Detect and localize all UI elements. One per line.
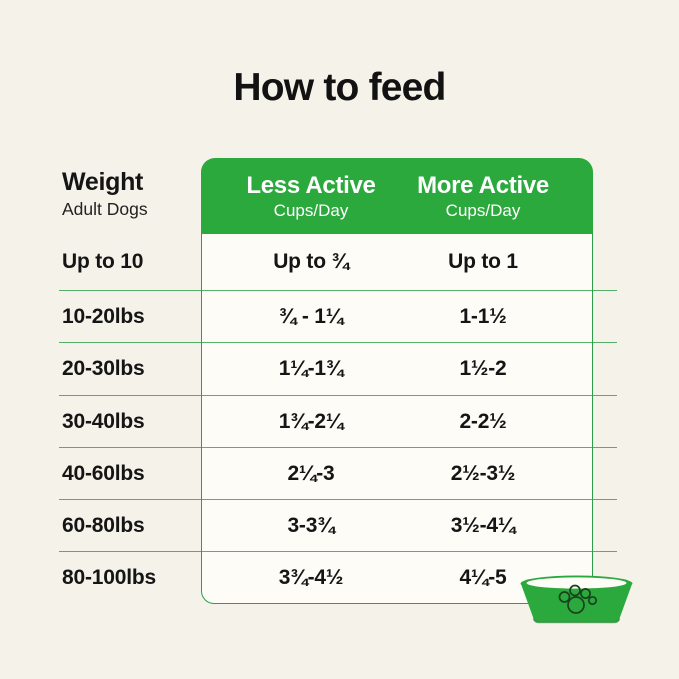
less-active-cell: ¾ - 1¼ — [278, 304, 344, 328]
table-row: 10-20lbs ¾ - 1¼ 1-1½ — [59, 291, 617, 343]
more-active-sublabel: Cups/Day — [445, 200, 521, 220]
weight-cell: 10-20lbs — [62, 304, 145, 328]
weight-cell: 60-80lbs — [62, 513, 145, 537]
more-active-label: More Active — [417, 171, 549, 199]
more-active-cell: 3½-4¼ — [450, 513, 516, 537]
column-header-more-active: More Active Cups/Day — [385, 171, 581, 220]
table-body-panel — [201, 233, 593, 604]
less-active-cell: 3¾-4½ — [278, 566, 344, 589]
less-active-cell: 1¾-2¼ — [278, 409, 344, 433]
more-active-cell: 2½-3½ — [450, 461, 516, 485]
dog-bowl-icon — [520, 575, 633, 624]
table-row: 80-100lbs 3¾-4½ 4¼-5 — [59, 552, 617, 604]
paw-print-icon — [558, 584, 598, 614]
table-row: 20-30lbs 1¼-1¾ 1½-2 — [59, 343, 617, 396]
more-active-cell: Up to 1 — [448, 250, 518, 273]
more-active-cell: 1-1½ — [459, 304, 507, 328]
table-row: 40-60lbs 2¼-3 2½-3½ — [59, 448, 617, 500]
table-row: 30-40lbs 1¾-2¼ 2-2½ — [59, 396, 617, 448]
weight-label: Weight — [62, 168, 144, 196]
weight-cell: 80-100lbs — [62, 566, 156, 589]
less-active-sublabel: Cups/Day — [273, 200, 349, 220]
weight-column-header: Weight Adult Dogs — [62, 169, 148, 219]
page-title: How to feed — [233, 66, 446, 109]
weight-cell: Up to 10 — [62, 250, 144, 273]
table-row: 60-80lbs 3-3¾ 3½-4¼ — [59, 500, 617, 552]
more-active-cell: 1½-2 — [459, 357, 507, 380]
weight-cell: 30-40lbs — [62, 409, 145, 433]
weight-cell: 40-60lbs — [62, 461, 145, 485]
less-active-cell: 2¼-3 — [287, 461, 335, 485]
weight-cell: 20-30lbs — [62, 357, 145, 380]
weight-sublabel: Adult Dogs — [62, 199, 148, 219]
table-header-band: Less Active Cups/Day More Active Cups/Da… — [201, 158, 593, 234]
less-active-cell: Up to ¾ — [273, 250, 349, 273]
table-row: Up to 10 Up to ¾ Up to 1 — [59, 234, 617, 291]
column-header-less-active: Less Active Cups/Day — [213, 171, 409, 220]
less-active-label: Less Active — [246, 171, 376, 199]
table-rows: Up to 10 Up to ¾ Up to 1 10-20lbs ¾ - 1¼ 1-1½… — [59, 234, 617, 604]
more-active-cell: 2-2½ — [459, 409, 507, 433]
less-active-cell: 3-3¾ — [287, 513, 335, 537]
less-active-cell: 1¼-1¾ — [278, 357, 344, 380]
more-active-cell: 4¼-5 — [459, 566, 507, 589]
